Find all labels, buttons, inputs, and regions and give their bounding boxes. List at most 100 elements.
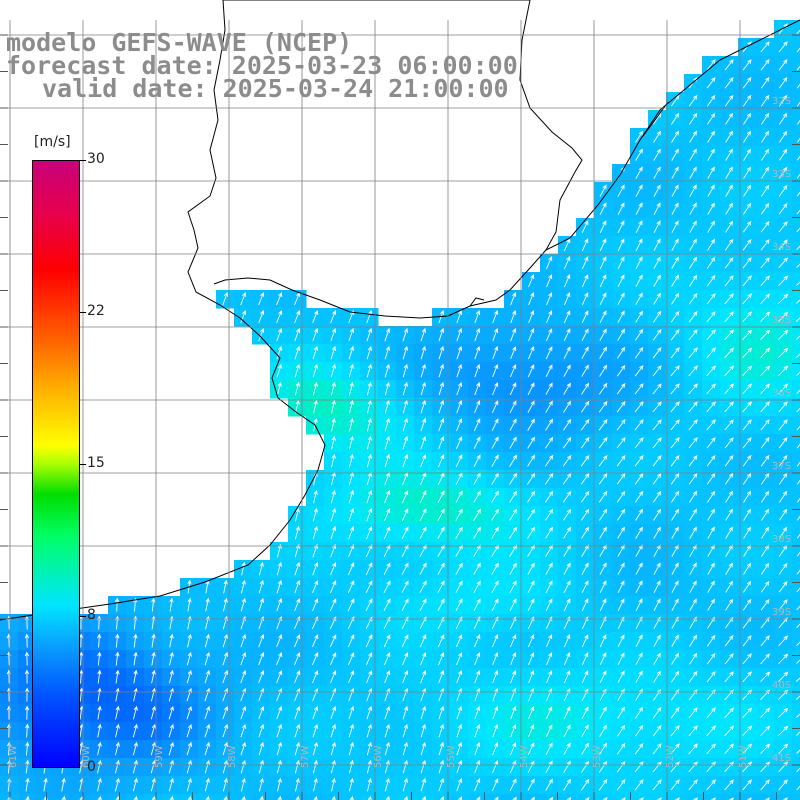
wind-arrow-icon: [456, 345, 463, 360]
wind-arrow-icon: [438, 741, 444, 756]
wind-arrow-icon: [367, 795, 372, 800]
wind-cell: [792, 56, 800, 75]
wind-arrow-icon: [295, 777, 300, 792]
wind-arrow-icon: [724, 365, 735, 377]
wind-arrow-icon: [707, 220, 715, 233]
wind-arrow-icon: [276, 363, 282, 378]
wind-arrow-icon: [276, 705, 283, 720]
wind-arrow-icon: [599, 256, 607, 270]
wind-arrow-icon: [474, 723, 481, 738]
wind-arrow-icon: [796, 713, 800, 718]
colorbar-tick: [80, 616, 86, 617]
wind-cell: [180, 794, 199, 800]
wind-arrow-icon: [796, 425, 800, 431]
wind-arrows: [6, 23, 800, 800]
wind-arrow-icon: [545, 256, 553, 270]
wind-arrow-icon: [796, 569, 800, 575]
wind-arrow-icon: [635, 634, 643, 648]
colorbar-tick: [80, 312, 86, 313]
wind-arrow-icon: [402, 705, 409, 720]
wind-cell: [162, 794, 181, 800]
wind-arrow-icon: [706, 401, 716, 413]
wind-arrow-icon: [581, 580, 589, 594]
wind-arrow-icon: [562, 454, 572, 467]
wind-arrow-icon: [313, 795, 318, 800]
wind-arrow-icon: [778, 419, 788, 431]
wind-arrow-icon: [168, 687, 174, 702]
wind-arrow-icon: [294, 381, 300, 396]
wind-arrow-icon: [743, 580, 752, 593]
wind-arrow-icon: [563, 598, 571, 612]
wind-arrow-icon: [348, 309, 355, 324]
wind-arrow-icon: [294, 363, 300, 378]
wind-arrow-icon: [402, 417, 408, 432]
wind-arrow-icon: [240, 759, 246, 774]
wind-arrow-icon: [294, 345, 301, 360]
wind-arrow-icon: [598, 472, 608, 485]
wind-arrow-icon: [778, 401, 788, 413]
wind-arrow-icon: [348, 381, 354, 396]
wind-arrow-icon: [348, 399, 354, 414]
wind-arrow-icon: [329, 580, 337, 594]
wind-arrow-icon: [492, 652, 499, 666]
wind-arrow-icon: [473, 562, 481, 575]
wind-cell: [792, 740, 800, 759]
longitude-label: 53W: [592, 745, 603, 768]
wind-arrow-icon: [509, 526, 518, 539]
wind-arrow-icon: [204, 759, 210, 774]
wind-arrow-icon: [670, 383, 680, 395]
wind-arrow-icon: [545, 508, 554, 521]
wind-arrow-icon: [527, 436, 535, 449]
wind-arrow-icon: [652, 706, 662, 719]
wind-arrow-icon: [581, 724, 589, 737]
wind-arrow-icon: [456, 327, 463, 342]
wind-arrow-icon: [653, 166, 661, 179]
wind-arrow-icon: [760, 779, 770, 791]
wind-arrow-icon: [222, 705, 229, 720]
wind-arrow-icon: [760, 725, 771, 737]
longitude-label: 51W: [738, 745, 749, 768]
wind-arrow-icon: [689, 166, 697, 179]
wind-arrow-icon: [761, 490, 770, 503]
wind-arrow-icon: [276, 327, 283, 342]
wind-arrow-icon: [634, 724, 644, 737]
wind-arrow-icon: [419, 526, 427, 539]
wind-arrow-icon: [420, 777, 426, 792]
wind-arrow-icon: [742, 275, 752, 287]
wind-cell: [792, 416, 800, 435]
wind-arrow-icon: [527, 382, 535, 396]
wind-arrow-icon: [724, 76, 734, 89]
wind-arrow-icon: [527, 544, 535, 557]
wind-arrow-icon: [778, 41, 788, 53]
wind-arrow-icon: [742, 94, 752, 107]
wind-arrow-icon: [706, 707, 716, 719]
wind-arrow-icon: [635, 238, 643, 252]
wind-arrow-icon: [599, 634, 607, 648]
wind-arrow-icon: [365, 598, 373, 612]
wind-arrow-icon: [585, 796, 590, 800]
wind-arrow-icon: [688, 707, 698, 719]
wind-arrow-icon: [348, 327, 355, 342]
wind-cell: [792, 164, 800, 183]
wind-arrow-icon: [509, 472, 518, 485]
wind-arrow-icon: [581, 292, 589, 306]
wind-arrow-icon: [724, 293, 734, 305]
wind-arrow-icon: [634, 364, 644, 377]
wind-arrow-icon: [796, 731, 800, 736]
wind-arrow-icon: [204, 687, 211, 702]
wind-arrow-icon: [527, 778, 535, 791]
wind-arrow-icon: [563, 238, 571, 252]
wind-arrow-icon: [742, 743, 753, 755]
wind-arrow-icon: [348, 345, 354, 360]
wind-arrow-icon: [420, 759, 426, 774]
wind-arrow-icon: [760, 329, 771, 340]
wind-arrow-icon: [725, 544, 733, 557]
wind-arrow-icon: [670, 779, 680, 791]
wind-arrow-icon: [671, 130, 680, 143]
wind-arrow-icon: [204, 777, 210, 792]
wind-arrow-icon: [581, 562, 589, 575]
wind-arrow-icon: [796, 245, 800, 251]
wind-arrow-icon: [384, 381, 390, 396]
wind-arrow-icon: [779, 112, 788, 125]
wind-arrow-icon: [760, 239, 770, 251]
